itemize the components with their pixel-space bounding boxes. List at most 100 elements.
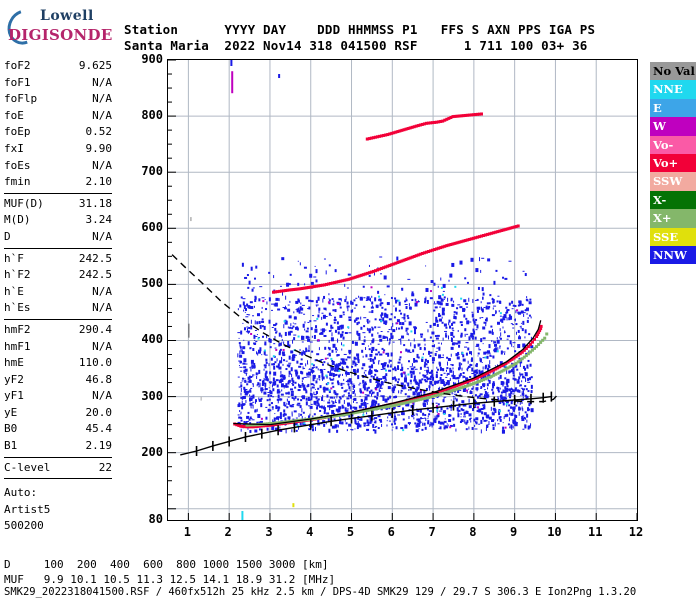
x-axis-labels: 1 2 3 4 5 6 7 8 9 10 11 12 <box>167 525 643 545</box>
param-value: 31.18 <box>78 196 112 210</box>
autoscaler-line: Auto: <box>4 486 38 500</box>
param-key: fxI <box>4 141 24 155</box>
x-tick-label: 2 <box>224 525 232 539</box>
muf-row: MUF 9.9 10.1 10.5 11.3 12.5 14.1 18.9 31… <box>4 572 336 586</box>
param-row: M(D) 3.24 <box>4 212 112 229</box>
param-key: yE <box>4 405 18 419</box>
ionogram-canvas <box>168 60 637 520</box>
param-key: yF2 <box>4 372 24 386</box>
polarization-legend: No Val NNE E W Vo- Vo+ SSW X- X+ SSE NNW <box>650 62 696 265</box>
x-tick-label: 12 <box>628 525 644 539</box>
param-row: hmF1 N/A <box>4 339 112 356</box>
param-key: h`F <box>4 251 24 265</box>
param-divider <box>4 247 112 249</box>
param-row: foF2 9.625 <box>4 58 112 75</box>
grid <box>168 60 637 520</box>
param-row: D N/A <box>4 229 112 246</box>
param-key: hmE <box>4 356 24 370</box>
series-sporadic-high-echoes-vo- <box>365 112 483 141</box>
legend-item-w[interactable]: W <box>650 117 696 136</box>
param-row: h`F 242.5 <box>4 251 112 268</box>
legend-item-ssw[interactable]: SSW <box>650 172 696 191</box>
y-tick-label: 400 <box>141 332 163 347</box>
param-row: foEp 0.52 <box>4 124 112 141</box>
ionogram-plot[interactable] <box>167 59 638 521</box>
x-tick-label: 4 <box>306 525 314 539</box>
param-key: h`E <box>4 284 24 298</box>
station-header: Station YYYY DAY DDD HHMMSS P1 FFS S AXN… <box>124 22 595 54</box>
param-divider <box>4 456 112 458</box>
autoscaler-info: Auto: Artist5 500200 <box>4 485 112 535</box>
param-value: 2.10 <box>85 175 113 189</box>
param-value: 22 <box>98 460 112 474</box>
param-row: hmF2 290.4 <box>4 322 112 339</box>
curve-muf <box>171 254 558 403</box>
param-divider <box>4 192 112 194</box>
param-value: 110.0 <box>78 356 112 370</box>
legend-item-vo-[interactable]: Vo- <box>650 135 696 154</box>
header-line-columns: Station YYYY DAY DDD HHMMSS P1 FFS S AXN… <box>124 22 596 37</box>
autoscaler-line: 500200 <box>4 519 44 533</box>
y-tick-label: 600 <box>141 220 163 235</box>
param-row: yF2 46.8 <box>4 372 112 389</box>
param-key: foF2 <box>4 59 31 72</box>
param-row: B0 45.4 <box>4 421 112 438</box>
param-value: 20.0 <box>85 405 113 419</box>
legend-item-no-val[interactable]: No Val <box>650 62 696 81</box>
y-tick-label: 500 <box>141 276 163 291</box>
param-row: foFlp N/A <box>4 91 112 108</box>
header-line-values: Santa Maria 2022 Nov14 318 041500 RSF 1 … <box>124 38 588 53</box>
param-value: N/A <box>92 284 112 298</box>
axis-ticks <box>168 60 637 520</box>
param-row: MUF(D) 31.18 <box>4 196 112 213</box>
logo-brand-bottom: DIGISONDE <box>8 26 113 44</box>
param-value: N/A <box>92 389 112 403</box>
param-row: h`F2 242.5 <box>4 267 112 284</box>
y-tick-label: 80 <box>148 512 163 526</box>
param-value: 0.52 <box>85 125 113 139</box>
x-tick-label: 10 <box>547 525 562 539</box>
legend-item-nnw[interactable]: NNW <box>650 245 696 265</box>
curve-f2-profile <box>233 320 542 426</box>
y-tick-label: 700 <box>141 164 163 179</box>
x-tick-label: 1 <box>183 525 192 539</box>
param-key: hmF2 <box>4 322 31 336</box>
param-value: 242.5 <box>78 251 112 265</box>
y-tick-label: 900 <box>141 52 163 66</box>
param-value: 9.90 <box>85 141 113 155</box>
param-row: hmE 110.0 <box>4 355 112 372</box>
logo-brand-top: Lowell <box>40 8 94 24</box>
distance-row: D 100 200 400 600 800 1000 1500 3000 [km… <box>4 558 329 571</box>
y-tick-label: 800 <box>141 108 163 123</box>
ionospheric-parameters-panel: foF2 9.625 foF1 N/A foFlp N/A foE N/A foEp 0.52 fx… <box>4 58 112 535</box>
legend-item-x-[interactable]: X+ <box>650 209 696 228</box>
param-value: 242.5 <box>78 268 112 282</box>
param-key: foFlp <box>4 92 38 106</box>
legend-item-e[interactable]: E <box>650 98 696 118</box>
y-tick-label: 200 <box>141 444 163 459</box>
x-tick-label: 11 <box>587 525 603 539</box>
param-value: N/A <box>92 339 112 353</box>
param-key: fmin <box>4 175 31 189</box>
x-tick-label: 7 <box>428 525 436 539</box>
param-value: 2.19 <box>85 439 113 453</box>
param-value: N/A <box>92 301 112 315</box>
param-value: 290.4 <box>78 322 112 336</box>
param-key: h`Es <box>4 301 31 315</box>
file-info-footer: SMK29_2022318041500.RSF / 460fx512h 25 k… <box>4 586 637 598</box>
param-divider <box>4 318 112 320</box>
param-value: N/A <box>92 229 112 243</box>
param-value: 9.625 <box>78 59 112 72</box>
param-row: h`E N/A <box>4 284 112 301</box>
legend-item-sse[interactable]: SSE <box>650 227 696 246</box>
muf-distance-table: D 100 200 400 600 800 1000 1500 3000 [km… <box>4 558 335 587</box>
series-upper-f-region-echoes-vo- <box>271 224 520 294</box>
param-key: h`F2 <box>4 268 31 282</box>
legend-item-nne[interactable]: NNE <box>650 80 696 99</box>
param-key: M(D) <box>4 213 31 227</box>
param-value: 45.4 <box>85 422 113 436</box>
x-tick-label: 5 <box>346 525 355 539</box>
param-key: B1 <box>4 439 18 453</box>
legend-item-vo-[interactable]: Vo+ <box>650 153 696 173</box>
legend-item-x-[interactable]: X- <box>650 190 696 210</box>
